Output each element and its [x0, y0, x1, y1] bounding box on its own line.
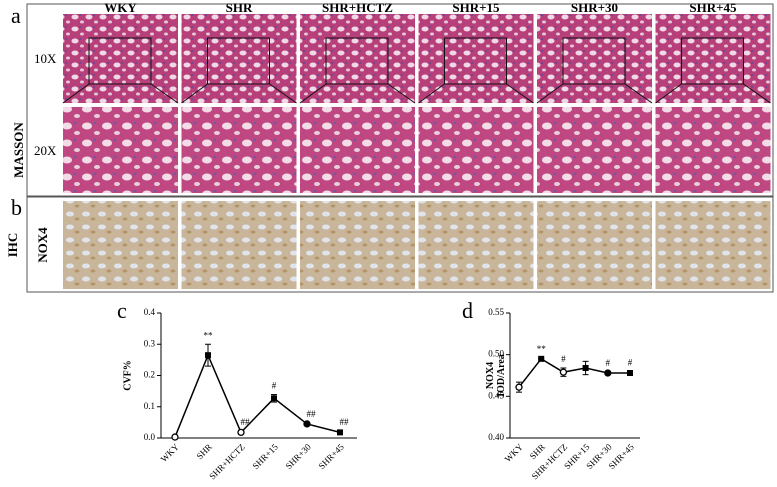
significance-label: ** — [537, 344, 547, 354]
data-point — [271, 395, 277, 402]
method-label: IHC — [5, 233, 20, 258]
ihc-image — [300, 201, 415, 289]
masson-10x-image — [181, 14, 297, 103]
zoom-box — [325, 37, 389, 85]
y-axis-label: CVF% — [122, 360, 133, 391]
masson-20x-image — [537, 107, 652, 193]
masson-10x-image — [63, 14, 178, 103]
significance-label: ## — [340, 417, 350, 427]
x-tick-label: SHR — [194, 442, 213, 461]
zoom-line — [150, 83, 179, 104]
zoom-line — [506, 83, 534, 104]
zoom-box — [681, 37, 744, 85]
x-tick-label: SHR+45 — [316, 441, 346, 471]
data-point — [337, 429, 343, 436]
y-axis-label: IOD/Area — [496, 354, 507, 397]
zoom-line — [624, 83, 653, 104]
panel-label: b — [11, 195, 22, 220]
y-tick-label: 0.2 — [144, 370, 155, 380]
significance-label: ## — [241, 417, 251, 427]
zoom-line — [536, 83, 564, 104]
significance-label: # — [561, 354, 566, 364]
zoom-line — [743, 83, 771, 104]
ihc-image — [181, 201, 297, 289]
data-line — [518, 357, 630, 388]
column-header: SHR+30 — [571, 0, 618, 15]
zoom-line — [181, 83, 208, 104]
magnification-label: 20X — [34, 143, 57, 158]
masson-20x-image — [63, 107, 178, 193]
y-tick-label: 0.45 — [488, 390, 504, 400]
zoom-line — [387, 83, 416, 104]
x-tick-label: SHR+15 — [250, 441, 280, 471]
data-point — [604, 369, 612, 377]
x-tick-label: SHR+30 — [283, 441, 313, 471]
column-header: SHR — [226, 0, 253, 15]
masson-20x-image — [300, 107, 415, 193]
y-tick-label: 0.40 — [488, 432, 504, 442]
masson-20x-image — [181, 107, 297, 193]
y-tick-label: 0.3 — [144, 338, 156, 348]
significance-label: # — [606, 358, 611, 368]
data-point — [582, 365, 589, 371]
masson-20x-image — [418, 107, 534, 193]
zoom-box — [88, 37, 152, 85]
ihc-image — [418, 201, 534, 289]
zoom-line — [269, 83, 297, 104]
data-point — [538, 355, 545, 362]
x-tick-label: SHR+45 — [606, 441, 636, 471]
significance-label: # — [628, 357, 633, 367]
ihc-frame — [26, 196, 774, 293]
ihc-image — [63, 201, 178, 289]
data-point — [237, 428, 245, 437]
significance-label: ** — [204, 330, 214, 340]
y-tick-label: 0.0 — [144, 432, 156, 442]
stain-label: MASSON — [11, 122, 26, 178]
masson-frame — [26, 3, 774, 197]
masson-20x-image — [655, 107, 771, 193]
x-tick-label: WKY — [159, 441, 182, 464]
zoom-line — [655, 83, 682, 104]
data-point — [515, 383, 523, 391]
column-header: SHR+45 — [689, 0, 737, 15]
masson-10x-image — [300, 14, 415, 103]
x-tick-label: SHR — [528, 442, 547, 461]
panel-label: c — [117, 298, 127, 323]
masson-10x-image — [537, 14, 652, 103]
data-point — [627, 370, 633, 376]
column-header: SHR+15 — [452, 0, 500, 15]
significance-label: # — [272, 381, 277, 391]
zoom-line — [62, 83, 90, 104]
y-axis-label: NOX4 — [485, 362, 496, 389]
column-header: SHR+HCTZ — [322, 0, 393, 15]
x-tick-label: WKY — [503, 441, 526, 464]
zoom-line — [299, 83, 327, 104]
data-point — [559, 368, 568, 376]
significance-label: ## — [307, 409, 317, 419]
ihc-image — [537, 201, 652, 289]
panel-label: d — [462, 298, 473, 323]
magnification-label: 10X — [34, 51, 57, 66]
data-point — [303, 420, 311, 428]
y-tick-label: 0.55 — [488, 307, 504, 317]
zoom-box — [562, 37, 626, 85]
masson-10x-image — [655, 14, 771, 103]
data-point — [171, 433, 179, 441]
zoom-line — [418, 83, 445, 104]
y-tick-label: 0.50 — [488, 349, 504, 359]
y-tick-label: 0.4 — [144, 307, 156, 317]
zoom-box — [444, 37, 507, 85]
column-header: WKY — [104, 0, 137, 15]
panel-label: a — [11, 3, 21, 28]
y-tick-label: 0.1 — [144, 401, 155, 411]
ihc-image — [655, 201, 771, 289]
masson-10x-image — [418, 14, 534, 103]
marker-label: NOX4 — [35, 227, 50, 263]
data-line — [174, 353, 341, 438]
x-tick-label: SHR+HCTZ — [207, 442, 247, 482]
data-point — [205, 352, 211, 359]
zoom-box — [207, 37, 270, 85]
